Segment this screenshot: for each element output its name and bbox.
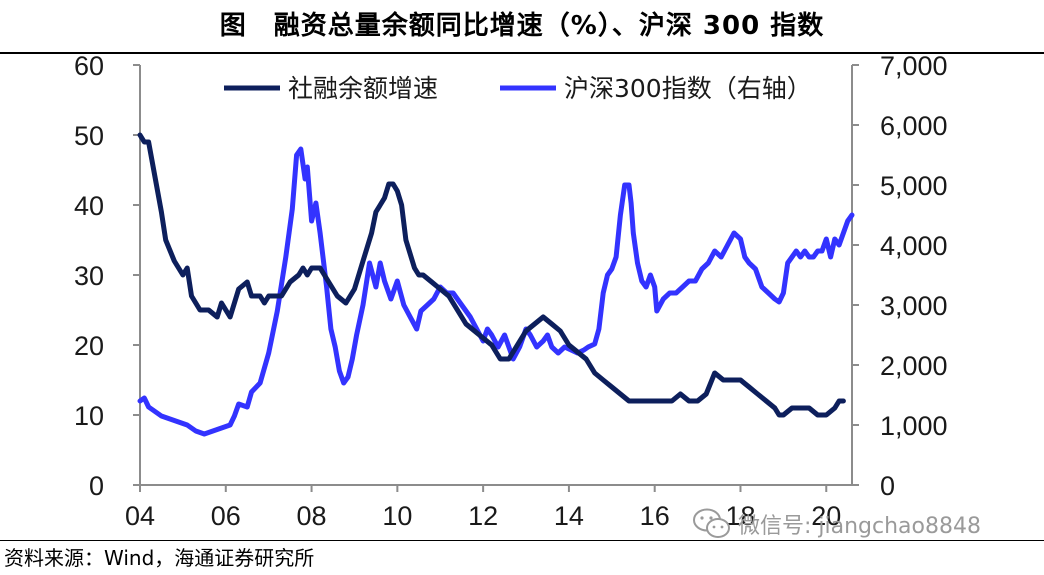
y-left-tick-label: 60: [74, 52, 104, 81]
x-tick-label: 04: [125, 501, 155, 531]
y-left-tick-label: 30: [74, 261, 104, 291]
x-tick-label: 06: [211, 501, 241, 531]
title-divider: [0, 52, 1044, 54]
series-line-1: [137, 132, 846, 418]
x-tick-label: 16: [640, 501, 670, 531]
y-right-tick-label: 1,000: [880, 411, 948, 441]
x-tick-label: 10: [382, 501, 412, 531]
chart-legend: 社融余额增速 沪深300指数（右轴）: [224, 74, 812, 103]
y-right-tick-label: 0: [880, 471, 895, 501]
y-left-tick-label: 0: [89, 471, 104, 501]
x-tick-label: 20: [811, 501, 841, 531]
watermark-text: 微信号: jiangchao8848: [738, 514, 981, 539]
figure-title: 图 融资总量余额同比增速（%）、沪深 300 指数: [219, 11, 825, 41]
y-right-tick-label: 6,000: [880, 111, 948, 141]
y-left-tick-label: 10: [74, 401, 104, 431]
y-right-tick-label: 2,000: [880, 351, 948, 381]
series-line-2: [137, 146, 855, 437]
y-left-tick-label: 20: [74, 331, 104, 361]
y-right-tick-label: 3,000: [880, 291, 948, 321]
x-tick-label: 12: [468, 501, 498, 531]
footer-divider: [0, 540, 1044, 541]
chart-axes: 0 10 20 30 40 50 60 0 1,000 2,000 3,000 4,000 5,000 6…: [74, 52, 948, 531]
y-right-tick-label: 5,000: [880, 171, 948, 201]
x-tick-label: 14: [554, 501, 584, 531]
chart-series-layer: [137, 132, 855, 437]
x-tick-label: 18: [725, 501, 755, 531]
legend-label-series-1: 社融余额增速: [288, 74, 438, 103]
legend-label-series-2: 沪深300指数（右轴）: [564, 74, 812, 103]
source-note: 资料来源：Wind，海通证券研究所: [4, 546, 315, 570]
y-left-tick-label: 40: [74, 191, 104, 221]
wechat-watermark: 微信号: jiangchao8848: [692, 506, 1022, 542]
x-tick-label: 08: [297, 501, 327, 531]
line-chart: 0 10 20 30 40 50 60 0 1,000 2,000 3,000 4,000 5,000 6…: [74, 52, 948, 531]
y-left-tick-label: 50: [74, 121, 104, 151]
y-right-tick-label: 4,000: [880, 231, 948, 261]
y-right-tick-label: 7,000: [880, 52, 948, 81]
wechat-icon: [693, 508, 730, 538]
